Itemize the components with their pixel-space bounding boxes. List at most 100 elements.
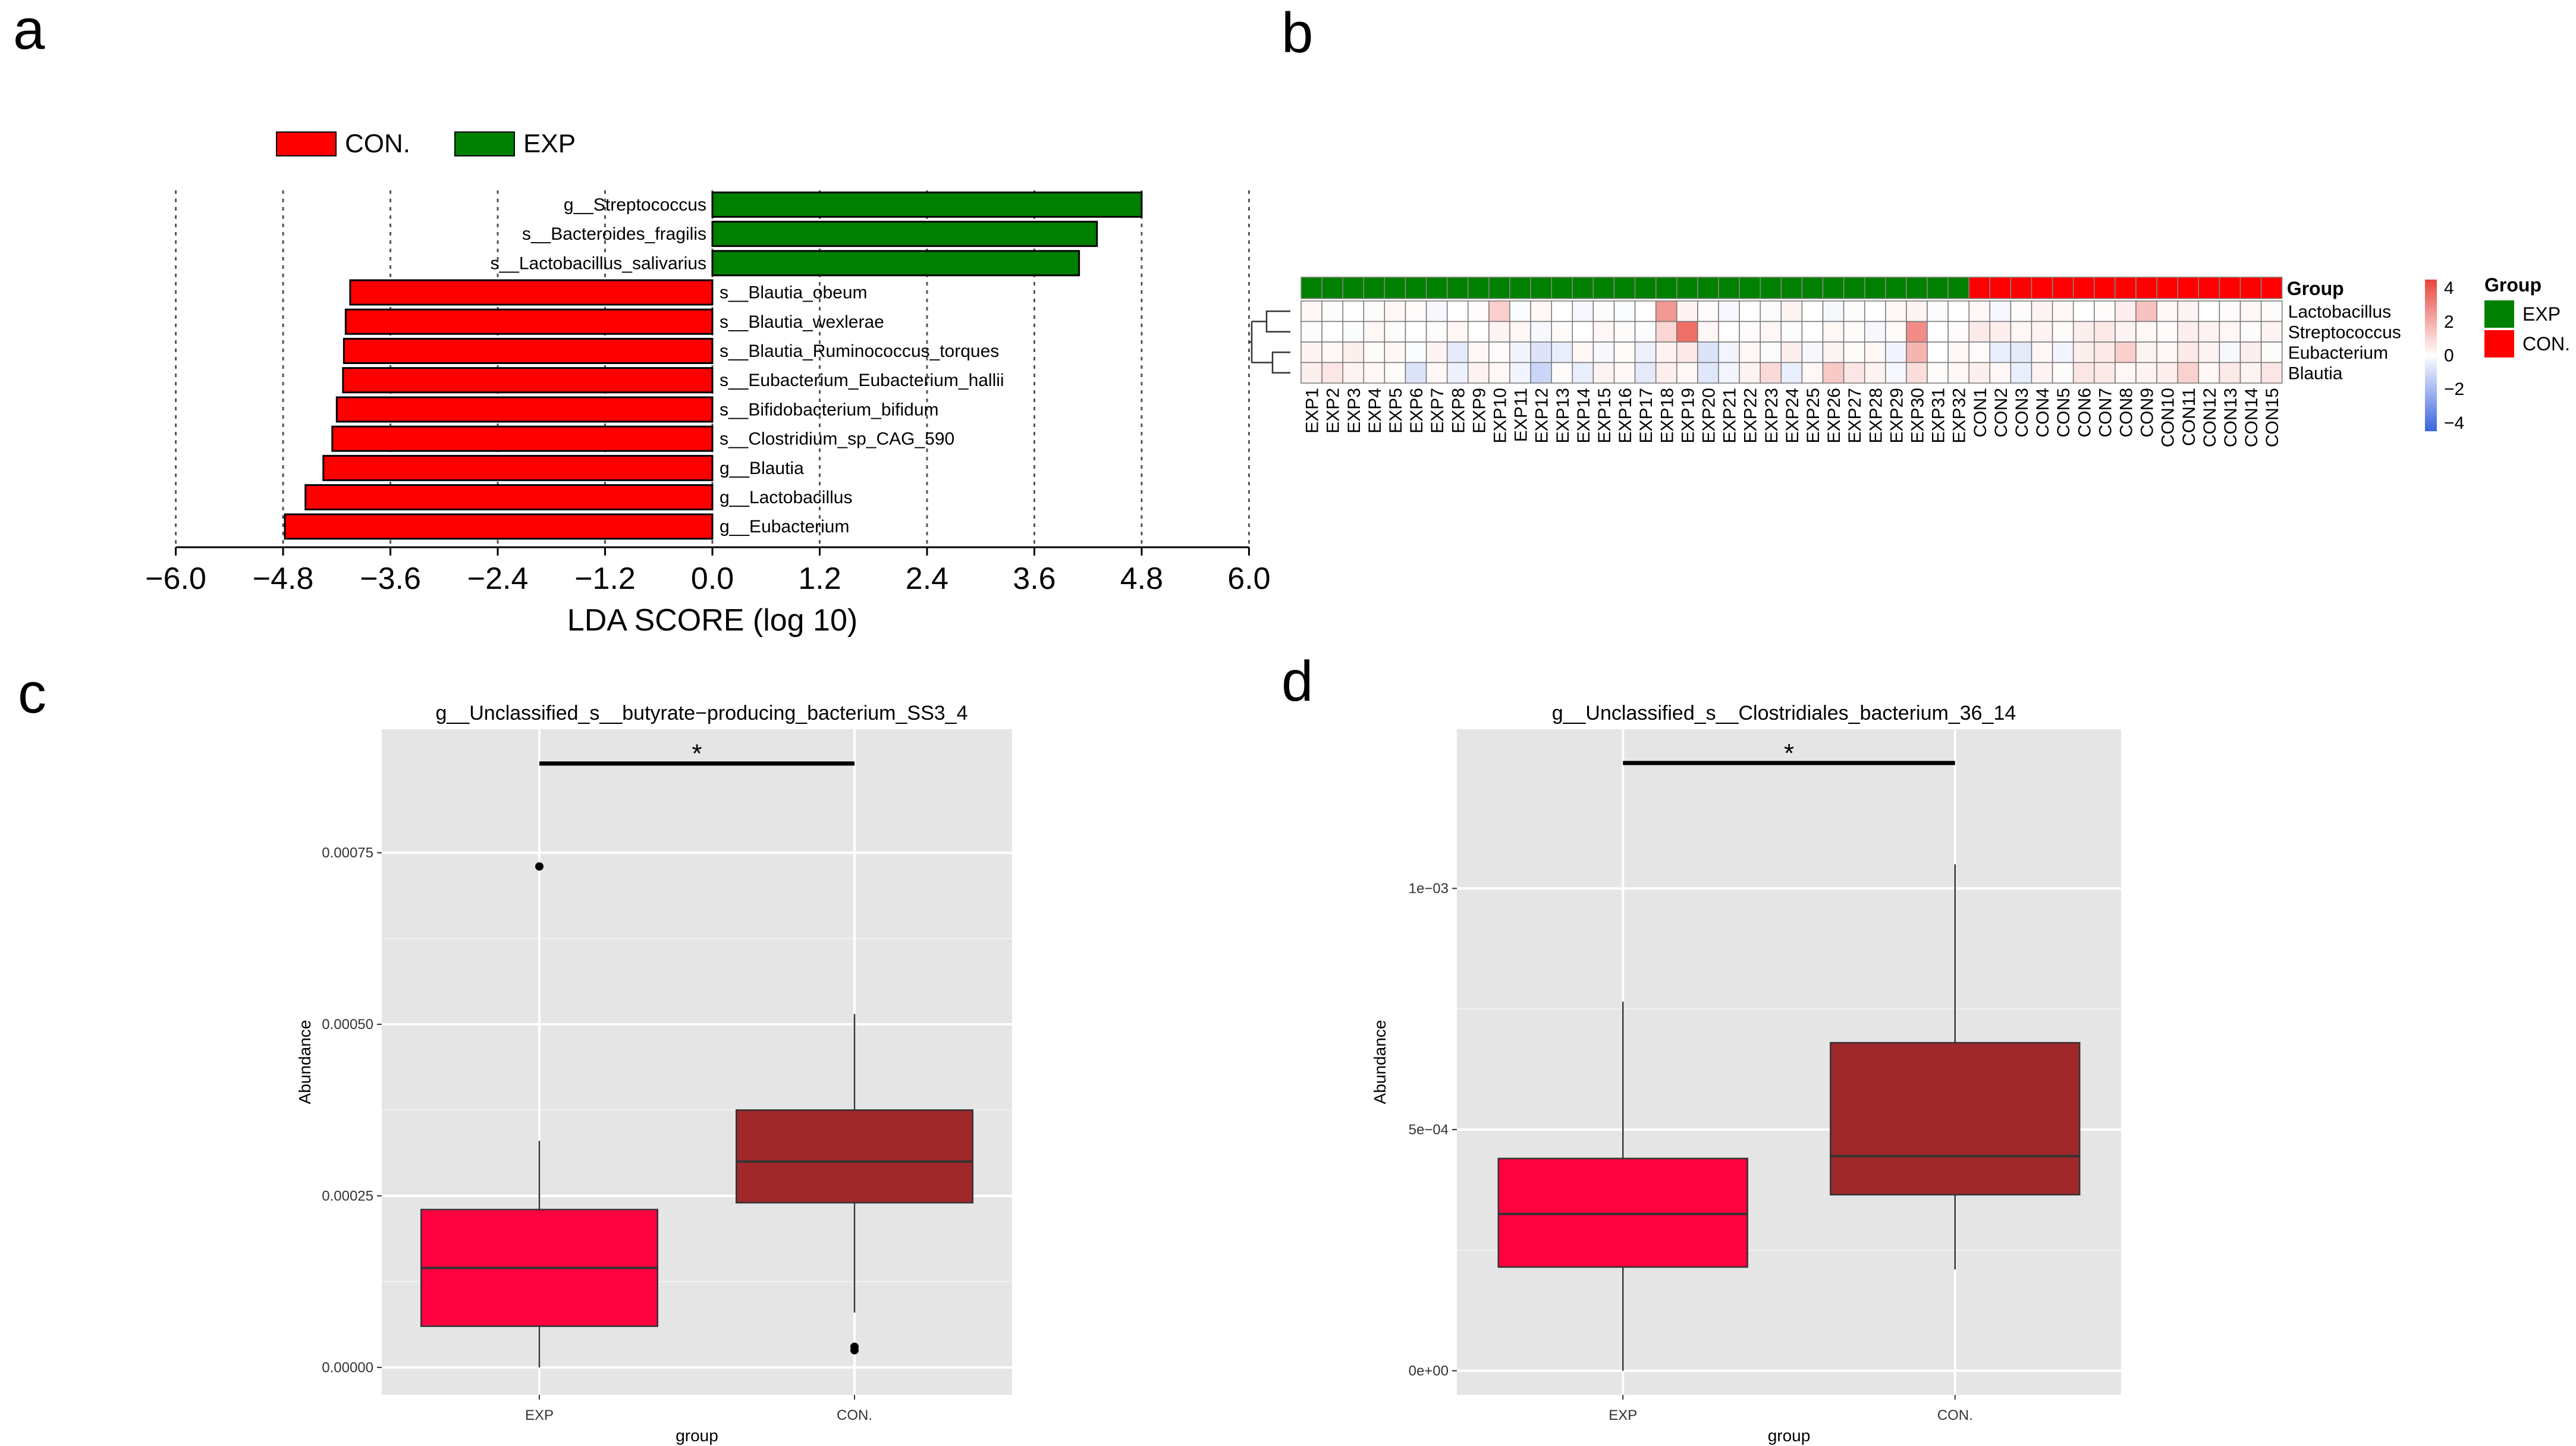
heatmap-cell [2072, 300, 2095, 322]
group-annotation-cell [2031, 277, 2053, 299]
column-label: EXP30 [1908, 388, 1927, 443]
heatmap-cell [1718, 321, 1740, 343]
heatmap-cell [1384, 341, 1406, 363]
heatmap-cell [1885, 341, 1907, 363]
heatmap-cell [1446, 341, 1469, 363]
x-tick-label: CON. [837, 1407, 872, 1423]
y-tick-label: 0e+00 [1409, 1363, 1449, 1379]
column-label: EXP1 [1303, 388, 1322, 434]
heatmap-cell [1864, 300, 1886, 322]
heatmap-cell [2052, 362, 2074, 384]
heatmap-cell [1321, 341, 1343, 363]
lda-bar [343, 338, 714, 364]
column-label: CON5 [2054, 388, 2074, 437]
column-label: EXP25 [1804, 388, 1823, 443]
column-label: EXP26 [1824, 388, 1844, 443]
heatmap-cell [1634, 341, 1657, 363]
boxplot-chart-c: * 0.00000 0.00025 0.00050 0.00075 EXP CON. grou… [296, 702, 1012, 1445]
heatmap-cell [1342, 362, 1365, 384]
group-annotation-cell [1551, 277, 1573, 299]
heatmap-cell [1468, 300, 1490, 322]
heatmap-cell [1655, 362, 1677, 384]
heatmap-cell [1425, 341, 1448, 363]
heatmap-cell [2115, 341, 2137, 363]
group-annotation-cell [1509, 277, 1531, 299]
bar-label: g__Lactobacillus [720, 488, 853, 507]
heatmap-cell [1822, 362, 1845, 384]
column-label: EXP12 [1532, 388, 1552, 443]
bar-label: s__Blautia_Ruminococcus_torques [720, 341, 999, 361]
heatmap-cell [2219, 341, 2241, 363]
heatmap-cell [1592, 321, 1615, 343]
column-label: EXP2 [1324, 388, 1343, 434]
heatmap-cell [1676, 362, 1698, 384]
heatmap-cell [1676, 300, 1698, 322]
group-annotation-cell [2177, 277, 2200, 299]
heatmap-cell [1968, 321, 1991, 343]
group-annotation-cell [1989, 277, 2012, 299]
heatmap-cell [1592, 300, 1615, 322]
row-label: Blautia [2288, 364, 2343, 384]
dendrogram-branch [1252, 310, 1290, 333]
heatmap-cell [1906, 321, 1928, 343]
bar-label: s__Blautia_wexlerae [720, 312, 884, 332]
group-annotation-cell [1947, 277, 1969, 299]
y-tick-label: 0.00050 [322, 1017, 373, 1033]
x-axis-title: group [676, 1426, 718, 1445]
lda-bar-chart: CON. EXP g__Streptococcus s__Bacteroides_fr… [145, 129, 1270, 638]
heatmap-cell [1321, 300, 1343, 322]
heatmap-cell [1488, 362, 1510, 384]
heatmap-cell [1739, 300, 1761, 322]
heatmap-cell [2177, 362, 2200, 384]
column-label: CON2 [1991, 388, 2011, 437]
group-annotation-cell [2072, 277, 2095, 299]
colorbar [2425, 280, 2437, 431]
heatmap-cell [1551, 341, 1573, 363]
heatmap-cell [1488, 300, 1510, 322]
x-tick-label: EXP [525, 1407, 554, 1423]
heatmap-cell [2031, 341, 2053, 363]
heatmap-cell [1592, 341, 1615, 363]
group-annotation-cell [1780, 277, 1803, 299]
group-annotation-cell [1968, 277, 1991, 299]
heatmap-cell [1801, 341, 1824, 363]
heatmap-cell [1906, 300, 1928, 322]
x-axis-title: group [1768, 1426, 1811, 1445]
colorbar-tick-label: 0 [2444, 346, 2454, 366]
heatmap-cell [1342, 300, 1365, 322]
group-annotation-cell [1572, 277, 1594, 299]
column-label: EXP11 [1512, 388, 1531, 442]
x-tick-label: CON. [1937, 1407, 1973, 1423]
group-annotation-cell [1634, 277, 1657, 299]
group-annotation-cell [1342, 277, 1365, 299]
column-label: CON9 [2138, 388, 2157, 437]
heatmap-cell [2010, 341, 2032, 363]
heatmap-cell [1989, 341, 2012, 363]
heatmap-cell [1718, 362, 1740, 384]
heatmap-cell [1572, 321, 1594, 343]
heatmap-cell [1927, 300, 1949, 322]
row-label: Lactobacillus [2288, 302, 2391, 322]
heatmap-cell [1321, 321, 1343, 343]
heatmap-cell [1425, 300, 1448, 322]
heatmap-cell [2260, 341, 2283, 363]
heatmap-cell [2219, 300, 2241, 322]
x-tick-label: −3.6 [360, 562, 421, 596]
heatmap-cell [1780, 341, 1803, 363]
heatmap-cell [1509, 321, 1531, 343]
heatmap-cell [1530, 341, 1552, 363]
heatmap-cell [1655, 341, 1677, 363]
column-label: EXP14 [1574, 388, 1594, 443]
heatmap-cell [1592, 362, 1615, 384]
group-annotation-cell [1446, 277, 1469, 299]
group-annotation-cell [1739, 277, 1761, 299]
group-annotation-cell [1488, 277, 1510, 299]
y-tick-label: 0.00000 [322, 1360, 373, 1376]
group-annotation-cell [1864, 277, 1886, 299]
column-label: CON3 [2012, 388, 2032, 437]
lda-bar [304, 484, 714, 510]
heatmap-cell [1864, 341, 1886, 363]
heatmap-cell [1446, 321, 1469, 343]
heatmap-cell [1947, 341, 1969, 363]
heatmap-cell [2260, 300, 2283, 322]
